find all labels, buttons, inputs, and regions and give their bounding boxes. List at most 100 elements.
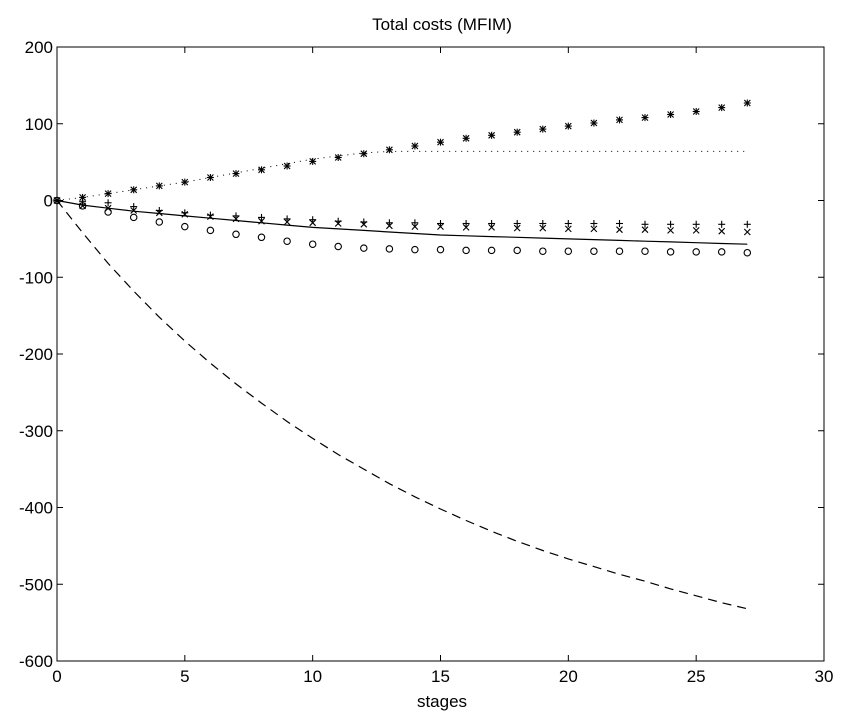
circle-marker [385, 245, 394, 253]
dashed-line-series [56, 200, 748, 610]
circle-marker [513, 246, 521, 255]
star-marker [718, 104, 726, 112]
circle-marker [666, 248, 675, 256]
star-marker [385, 146, 393, 154]
circle-marker [78, 202, 87, 210]
circle-marker [411, 245, 419, 254]
x-marker [104, 204, 112, 212]
star-marker [743, 99, 751, 107]
y-tick-label: -300 [19, 422, 53, 441]
star-marker [667, 111, 675, 118]
plus-marker [718, 220, 726, 228]
y-tick-label: -400 [19, 499, 53, 518]
star-marker [641, 114, 649, 122]
star-marker [462, 134, 470, 142]
y-tick-label: -500 [19, 575, 53, 594]
x-marker [411, 223, 419, 230]
x-marker [692, 227, 700, 234]
plus-marker [564, 220, 572, 227]
x-marker [718, 227, 726, 235]
x-tick-label: 0 [52, 667, 61, 686]
star-marker [206, 174, 214, 181]
plus-marker [206, 211, 214, 219]
star-marker [488, 131, 496, 139]
x-tick-label: 10 [303, 667, 322, 686]
plus-marker [79, 197, 87, 205]
plus-marker [641, 220, 649, 228]
star-marker [283, 162, 291, 170]
star-marker [155, 182, 163, 190]
circle-marker [360, 244, 368, 252]
star-marker [130, 186, 138, 194]
plus-marker [462, 220, 470, 227]
star-marker [232, 170, 240, 178]
circle-marker [104, 208, 112, 216]
circle-marker [232, 230, 240, 239]
x-marker [641, 226, 649, 234]
x-tick-label: 5 [180, 667, 189, 686]
x-marker [232, 215, 240, 223]
plus-marker [692, 220, 700, 228]
y-tick-label: 100 [25, 115, 53, 134]
plus-marker [743, 220, 751, 228]
plus-marker [539, 220, 547, 227]
x-tick-label: 20 [559, 667, 578, 686]
circle-marker [334, 242, 342, 251]
plus-marker [488, 220, 496, 227]
circle-marker [181, 222, 189, 231]
circle-marker [155, 218, 164, 226]
x-marker [667, 227, 674, 234]
x-marker [386, 222, 393, 230]
y-tick-label: -100 [19, 268, 53, 287]
x-marker [616, 226, 623, 234]
circle-marker [590, 247, 598, 255]
star-marker [437, 138, 444, 146]
x-marker [155, 209, 163, 217]
x-marker [181, 210, 189, 218]
y-tick-label: 0 [44, 192, 53, 211]
x-marker [334, 220, 342, 227]
circle-marker [539, 247, 547, 255]
circle-marker [717, 248, 726, 256]
circle-marker [743, 248, 752, 257]
circle-marker [564, 247, 573, 255]
x-marker [590, 225, 598, 233]
plus-marker [104, 199, 112, 207]
plus-marker [590, 220, 598, 227]
x-marker [309, 219, 317, 227]
circle-marker [53, 196, 61, 205]
plus-marker [411, 219, 419, 227]
star-marker [616, 116, 623, 124]
plus-marker [130, 203, 138, 211]
x-marker [360, 220, 368, 228]
x-marker [437, 223, 444, 230]
x-marker [283, 218, 291, 226]
plus-marker [513, 220, 521, 227]
x-marker [743, 228, 751, 236]
x-marker [488, 224, 495, 231]
star-marker [411, 142, 419, 150]
series-layer [53, 99, 752, 610]
plus-marker [258, 213, 265, 221]
circle-marker [462, 246, 470, 255]
circle-marker [692, 248, 700, 256]
circle-marker [615, 247, 624, 255]
star-marker [360, 150, 368, 158]
star-marker [539, 125, 547, 133]
circle-marker [436, 245, 445, 254]
circle-marker [283, 237, 291, 245]
star-marker [258, 166, 265, 174]
star-marker [590, 119, 598, 127]
circle-marker [206, 226, 215, 235]
x-tick-label: 15 [431, 667, 450, 686]
star-marker [334, 154, 342, 161]
x-marker [513, 224, 521, 232]
plus-marker [616, 220, 623, 227]
y-tick-label: -200 [19, 345, 53, 364]
star-marker [513, 128, 521, 136]
x-axis-label: stages [417, 692, 467, 711]
x-marker [207, 213, 214, 220]
circle-marker [641, 247, 649, 255]
x-marker [564, 225, 572, 233]
